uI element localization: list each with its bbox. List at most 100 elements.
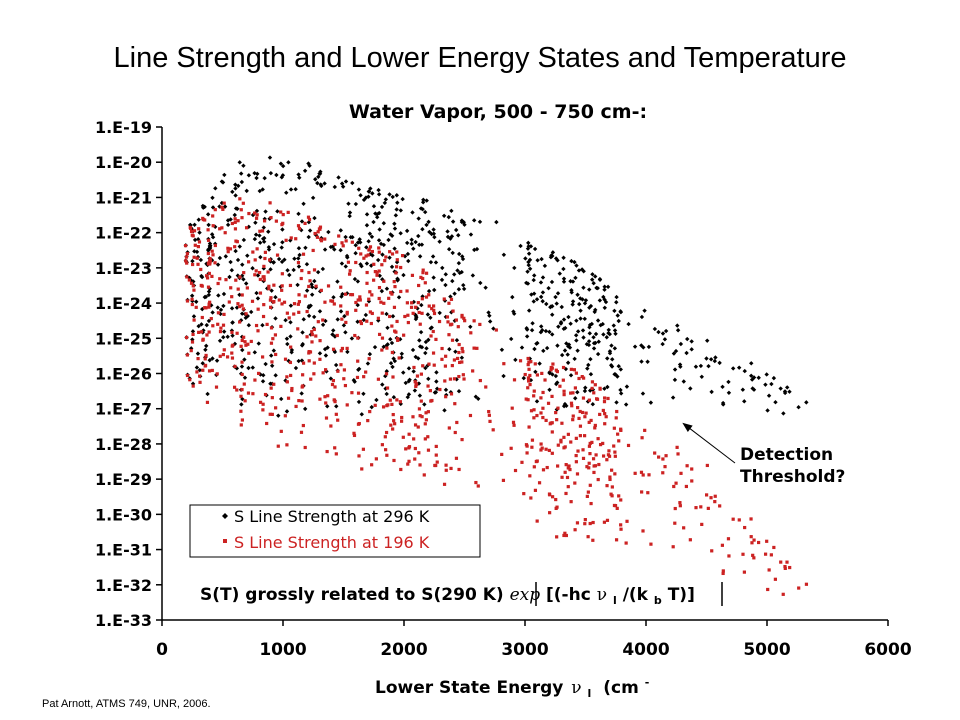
data-point-196k [567, 464, 571, 468]
data-point-196k [461, 373, 465, 377]
data-point-196k [270, 396, 274, 400]
data-point-296k [689, 347, 694, 352]
data-point-296k [232, 212, 237, 218]
data-point-196k [238, 197, 242, 201]
data-point-196k [267, 284, 271, 288]
data-point-196k [255, 247, 259, 251]
data-point-296k [269, 353, 274, 358]
data-point-296k [566, 314, 571, 320]
data-point-196k [358, 319, 363, 324]
data-point-196k [424, 295, 429, 299]
data-point-196k [568, 467, 572, 472]
data-point-196k [337, 234, 341, 238]
data-point-296k [381, 242, 387, 248]
data-point-296k [591, 281, 596, 286]
data-point-296k [219, 200, 225, 206]
data-point-296k [358, 193, 363, 198]
data-point-196k [358, 298, 362, 302]
data-point-296k [313, 177, 318, 182]
data-point-296k [468, 232, 474, 237]
data-point-196k [420, 311, 424, 315]
data-point-196k [535, 519, 539, 523]
data-point-296k [593, 331, 599, 337]
data-point-296k [652, 326, 658, 332]
data-point-196k [296, 327, 300, 331]
data-point-296k [526, 308, 532, 313]
data-point-296k [452, 291, 457, 296]
data-point-196k [314, 284, 318, 288]
data-point-296k [370, 191, 375, 196]
data-point-296k [730, 366, 736, 371]
data-point-196k [434, 444, 438, 449]
data-point-196k [332, 398, 336, 402]
data-point-196k [195, 256, 199, 260]
data-point-296k [261, 372, 266, 378]
data-point-296k [409, 241, 414, 247]
data-point-296k [344, 253, 350, 259]
data-point-196k [247, 260, 251, 264]
data-point-196k [222, 348, 226, 352]
data-point-196k [602, 396, 607, 400]
data-point-296k [569, 290, 574, 295]
data-point-296k [656, 329, 661, 335]
data-point-196k [266, 270, 270, 274]
data-point-196k [200, 315, 204, 320]
data-point-296k [257, 188, 262, 194]
data-point-196k [472, 319, 476, 323]
data-point-296k [263, 361, 268, 367]
data-point-296k [582, 388, 588, 394]
data-point-196k [407, 459, 411, 463]
data-point-196k [365, 270, 369, 275]
data-point-196k [382, 279, 386, 283]
data-point-196k [426, 448, 431, 452]
data-point-196k [373, 270, 377, 274]
data-point-296k [589, 277, 595, 282]
data-point-196k [443, 364, 448, 368]
data-point-296k [618, 367, 623, 372]
data-point-196k [551, 362, 555, 366]
data-point-196k [218, 277, 222, 281]
data-point-296k [416, 216, 421, 221]
data-point-296k [276, 256, 282, 262]
data-point-196k [559, 438, 563, 442]
data-point-196k [263, 250, 267, 254]
data-point-296k [223, 254, 228, 259]
data-point-296k [233, 186, 238, 191]
data-point-296k [584, 341, 590, 347]
data-point-296k [550, 304, 555, 309]
data-point-296k [395, 278, 400, 283]
data-point-196k [222, 201, 226, 205]
data-point-296k [417, 242, 422, 247]
data-point-296k [556, 324, 561, 329]
data-point-196k [457, 350, 461, 355]
data-point-196k [414, 382, 419, 387]
data-point-296k [575, 348, 580, 353]
data-point-296k [288, 187, 294, 192]
data-point-196k [247, 351, 251, 355]
data-point-196k [609, 492, 613, 496]
data-point-296k [562, 348, 568, 353]
data-point-296k [574, 263, 579, 268]
data-point-296k [381, 344, 386, 350]
data-point-296k [365, 361, 371, 366]
data-point-196k [197, 330, 201, 334]
data-point-296k [301, 201, 306, 206]
data-point-196k [407, 432, 411, 436]
data-point-196k [210, 274, 214, 279]
data-point-296k [413, 239, 418, 245]
data-point-296k [240, 347, 245, 353]
data-point-196k [382, 301, 386, 305]
data-point-196k [657, 455, 661, 459]
data-point-296k [572, 356, 577, 362]
data-point-196k [690, 467, 694, 471]
data-point-196k [564, 533, 568, 538]
data-point-296k [539, 256, 544, 262]
data-point-196k [423, 422, 427, 426]
data-point-196k [275, 253, 280, 257]
data-point-196k [589, 501, 593, 506]
data-point-196k [390, 350, 394, 355]
data-point-296k [662, 337, 668, 342]
data-point-296k [390, 194, 395, 200]
data-point-296k [409, 237, 414, 242]
data-point-196k [333, 400, 337, 404]
